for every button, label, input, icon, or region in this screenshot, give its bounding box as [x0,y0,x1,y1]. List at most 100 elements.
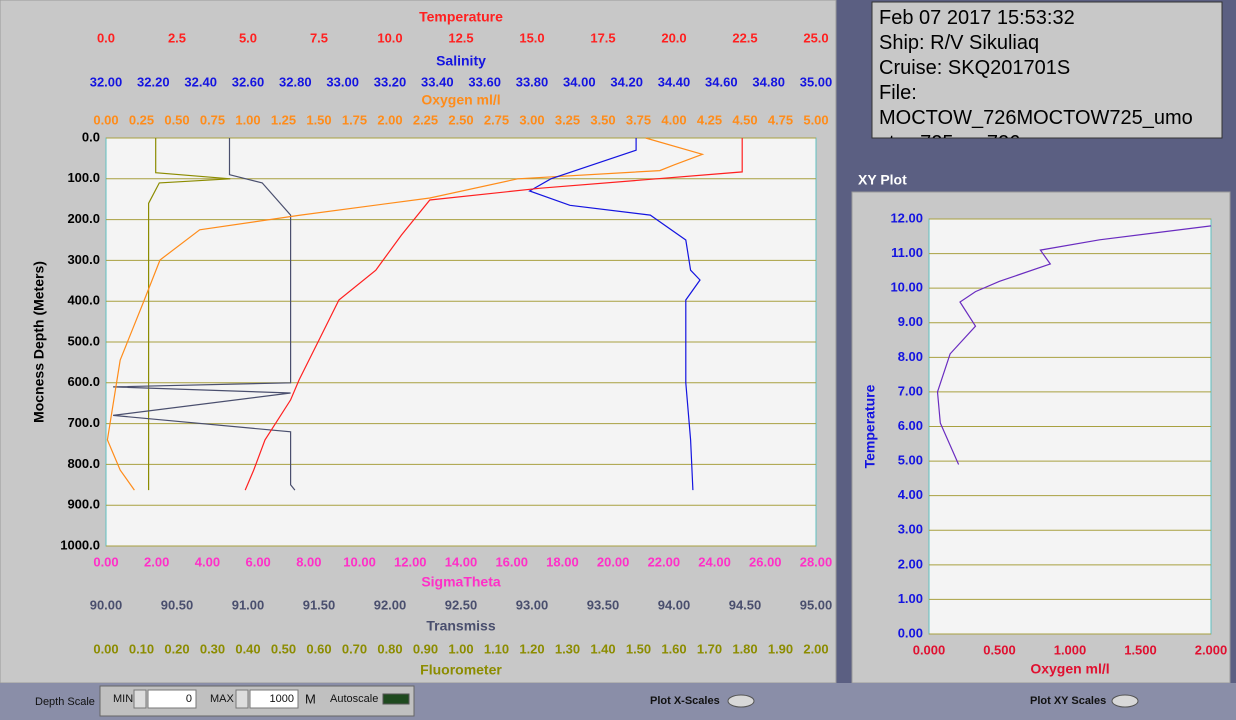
x-tick-label: 34.20 [610,74,643,89]
x-tick-label: 7.5 [310,30,328,45]
x-tick-label: 0.40 [235,641,260,656]
x-tick-label: 15.0 [519,30,544,45]
x-tick-label: 17.5 [590,30,615,45]
depth-tick-label: 200.0 [67,211,100,226]
x-tick-label: 0.70 [342,641,367,656]
x-tick-label: 6.00 [245,554,270,569]
xy-y-title: Temperature [862,384,878,468]
x-tick-label: 3.25 [555,112,580,127]
xy-y-tick-label: 5.00 [898,453,923,468]
min-value: 0 [186,693,192,705]
x-tick-label: 26.00 [749,554,782,569]
x-tick-label: 0.00 [93,112,118,127]
x-tick-label: 18.00 [546,554,579,569]
plot-xy-scales-toggle[interactable] [1111,694,1139,708]
x-tick-label: 33.00 [326,74,359,89]
xy-y-tick-label: 11.00 [891,245,923,260]
x-tick-label: 92.00 [374,597,407,612]
x-tick-label: 0.20 [164,641,189,656]
x-axis-title: SigmaTheta [421,574,501,590]
xy-y-tick-label: 2.00 [898,556,923,571]
info-text: Feb 07 2017 15:53:32 Ship: R/V Sikuliaq Cr… [879,7,1193,138]
x-tick-label: 12.5 [448,30,473,45]
x-tick-label: 5.00 [803,112,828,127]
x-tick-label: 12.00 [394,554,427,569]
xy-x-tick-label: 1.000 [1054,642,1087,657]
x-tick-label: 1.80 [732,641,757,656]
x-tick-label: 1.00 [448,641,473,656]
xy-line [936,225,1212,465]
xy-x-tick-label: 0.000 [913,642,946,657]
x-axis-title: Temperature [419,9,503,25]
x-axis-title: Oxygen ml/l [421,92,500,108]
x-tick-label: 32.40 [184,74,217,89]
depth-tick-label: 400.0 [67,293,100,308]
x-tick-label: 8.00 [296,554,321,569]
min-input[interactable] [147,689,197,709]
x-tick-label: 22.5 [732,30,757,45]
xy-title: XY Plot [858,172,907,188]
xy-y-tick-label: 6.00 [898,418,923,433]
x-tick-label: 20.0 [661,30,686,45]
x-tick-label: 3.00 [519,112,544,127]
x-tick-label: 1.20 [519,641,544,656]
x-tick-label: 2.00 [377,112,402,127]
x-tick-label: 90.50 [161,597,194,612]
max-input[interactable] [249,689,299,709]
xy-y-tick-label: 4.00 [898,487,923,502]
x-tick-label: 1.30 [555,641,580,656]
x-tick-label: 32.20 [137,74,170,89]
xy-y-tick-label: 10.00 [890,280,923,295]
x-axis-title: Fluorometer [420,662,502,678]
x-tick-label: 1.60 [661,641,686,656]
x-tick-label: 95.00 [800,597,833,612]
profile-line [528,138,701,491]
plot-xy-scales-label: Plot XY Scales [1030,695,1106,707]
depth-tick-label: 600.0 [67,374,100,389]
xy-y-tick-label: 3.00 [898,522,923,537]
depth-tick-label: 800.0 [67,456,100,471]
depth-tick-label: 0.0 [82,129,100,144]
plot-x-scales-toggle[interactable] [727,694,755,708]
x-axis-title: Transmiss [426,618,495,634]
x-tick-label: 1.75 [342,112,367,127]
x-tick-label: 20.00 [597,554,630,569]
depth-tick-label: 700.0 [67,415,100,430]
x-tick-label: 28.00 [800,554,833,569]
min-spinner[interactable] [133,689,147,709]
x-tick-label: 34.00 [563,74,596,89]
x-tick-label: 0.50 [271,641,296,656]
x-tick-label: 2.00 [803,641,828,656]
x-tick-label: 94.00 [658,597,691,612]
info-line: File: [879,82,917,104]
x-tick-label: 0.75 [200,112,225,127]
xy-y-tick-label: 7.00 [898,383,923,398]
x-tick-label: 2.00 [144,554,169,569]
unit-label: M [305,691,316,706]
x-tick-label: 34.60 [705,74,738,89]
profile-line [244,138,743,491]
x-tick-label: 2.25 [413,112,438,127]
x-tick-label: 2.75 [484,112,509,127]
depth-scale-label: Depth Scale [35,696,95,708]
x-tick-label: 34.40 [658,74,691,89]
profile-line [148,138,231,491]
x-tick-label: 32.00 [90,74,123,89]
min-label: MIN [113,693,133,705]
max-spinner[interactable] [235,689,249,709]
x-tick-label: 91.50 [303,597,336,612]
x-tick-label: 1.40 [590,641,615,656]
x-tick-label: 10.00 [343,554,376,569]
x-tick-label: 1.00 [235,112,260,127]
x-tick-label: 14.00 [445,554,478,569]
x-tick-label: 1.50 [306,112,331,127]
x-tick-label: 91.00 [232,597,265,612]
x-tick-label: 34.80 [752,74,785,89]
xy-y-tick-label: 0.00 [898,625,923,640]
depth-axis-title: Mocness Depth (Meters) [31,261,47,423]
autoscale-led[interactable] [382,693,410,705]
x-tick-label: 92.50 [445,597,478,612]
profile-line [113,138,296,491]
plot-x-scales-label: Plot X-Scales [650,695,720,707]
